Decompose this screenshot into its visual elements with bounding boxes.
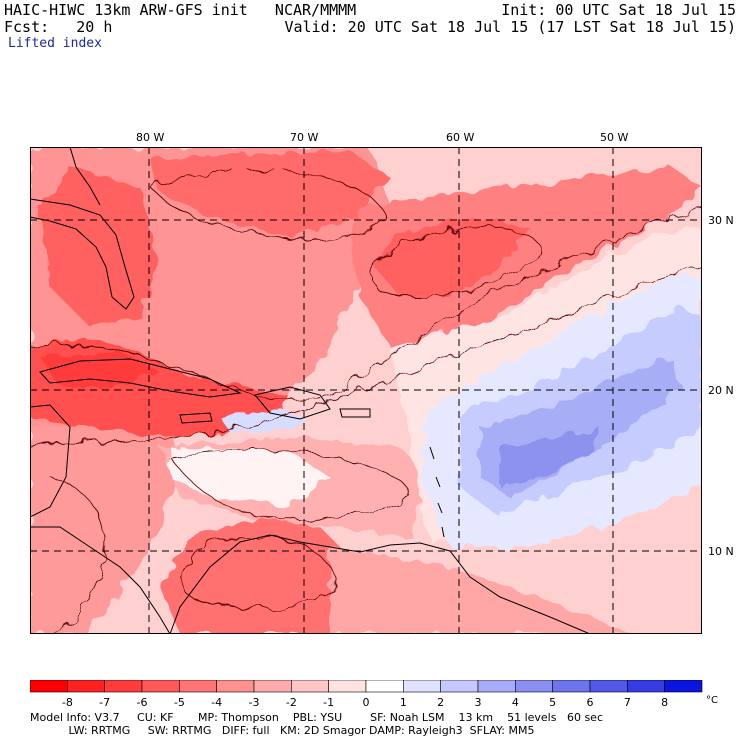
coastline-us-east [69,147,101,206]
colorbar-label: 7 [624,696,631,709]
colorbar-label: -5 [174,696,185,709]
region-north-band [150,151,390,237]
colorbar-label: 8 [661,696,668,709]
colorbar-label: 1 [400,696,407,709]
contour-line-f [49,476,107,634]
colorbar-swatch [515,680,553,693]
coastline-jamaica [179,412,213,424]
region-northeast-band [350,167,702,347]
coastline-hispaniola [254,386,331,420]
forecast-hour: Fcst: 20 h [4,18,113,36]
contour-line-a [30,266,702,448]
colorbar-label: 2 [437,696,444,709]
colorbar-label: -1 [323,696,334,709]
coastline-cuba [39,358,242,398]
lat-label-10n: 10 N [708,545,734,558]
lat-label-30n: 30 N [708,214,734,227]
colorbar: -8 -7 -6 -5 -4 -3 -2 -1 0 1 2 3 4 5 6 7 8 °C [30,680,718,709]
model-info-line1: Model Info: V3.7 CU: KF MP: Thompson PBL… [30,711,603,724]
colorbar-unit: °C [706,695,718,706]
colorbar-swatch [328,680,367,693]
colorbar-label: -7 [99,696,110,709]
contour-line-g [180,536,335,611]
init-time: Init: 00 UTC Sat 18 Jul 15 [501,1,736,19]
model-info-line2: LW: RRTMG SW: RRTMG DIFF: full KM: 2D Sm… [30,724,535,737]
region-cuba-core [40,352,160,387]
colorbar-label: 5 [549,696,556,709]
region-south-america-east [330,547,630,634]
region-northeast-core [375,217,530,297]
coastline-lesser-antilles [429,446,445,538]
colorbar-label: 4 [512,696,519,709]
colorbar-label: 6 [587,696,594,709]
colorbar-label: -6 [137,696,148,709]
coastline-central-america [30,526,171,634]
contour-line-c [149,168,384,240]
colorbar-swatch [67,680,105,693]
colorbar-label: 3 [475,696,482,709]
region-south-america [160,517,350,634]
colorbar-label: 0 [363,696,370,709]
colorbar-swatch [552,680,591,693]
colorbar-label: -4 [211,696,222,709]
region-west-lower [30,417,180,634]
region-florida [40,167,160,327]
region-neutral-sea [170,447,330,507]
colorbar-swatch [30,680,68,693]
lifted-index-map [30,147,702,634]
colorbar-label: -3 [249,696,260,709]
colorbar-swatch [104,680,143,693]
colorbar-swatch [440,680,479,693]
colorbar-swatch [216,680,255,693]
valid-time: Valid: 20 UTC Sat 18 Jul 15 (17 LST Sat … [284,18,736,36]
colorbar-swatch [589,680,628,693]
contour-line-b [30,206,702,402]
field-name: Lifted index [8,36,102,51]
lon-label-60w: 60 W [446,131,475,144]
colorbar-label: -2 [286,696,297,709]
colorbar-swatch [664,680,703,693]
lon-label-70w: 70 W [290,131,319,144]
colorbar-swatch [477,680,516,693]
colorbar-swatch [253,680,292,693]
map-frame [30,147,702,634]
model-title: HAIC-HIWC 13km ARW-GFS init NCAR/MMMM [4,1,357,19]
colorbar-swatch [627,680,665,693]
coastline-puerto-rico [339,408,371,418]
lat-label-20n: 20 N [708,384,734,397]
colorbar-label: -8 [62,696,73,709]
coastline-florida [30,198,135,310]
contour-line-d [372,226,541,298]
region-stable-deep [500,427,600,487]
colorbar-swatch [403,680,441,693]
coastline-south-america [169,534,591,634]
colorbar-swatch [291,680,329,693]
colorbar-swatch [179,680,217,693]
lon-label-80w: 80 W [136,131,165,144]
lon-label-50w: 50 W [600,131,629,144]
coastline-yucatan [30,404,71,518]
colorbar-swatch [365,680,404,693]
colorbar-swatch [141,680,180,693]
contour-line-e [169,449,409,520]
